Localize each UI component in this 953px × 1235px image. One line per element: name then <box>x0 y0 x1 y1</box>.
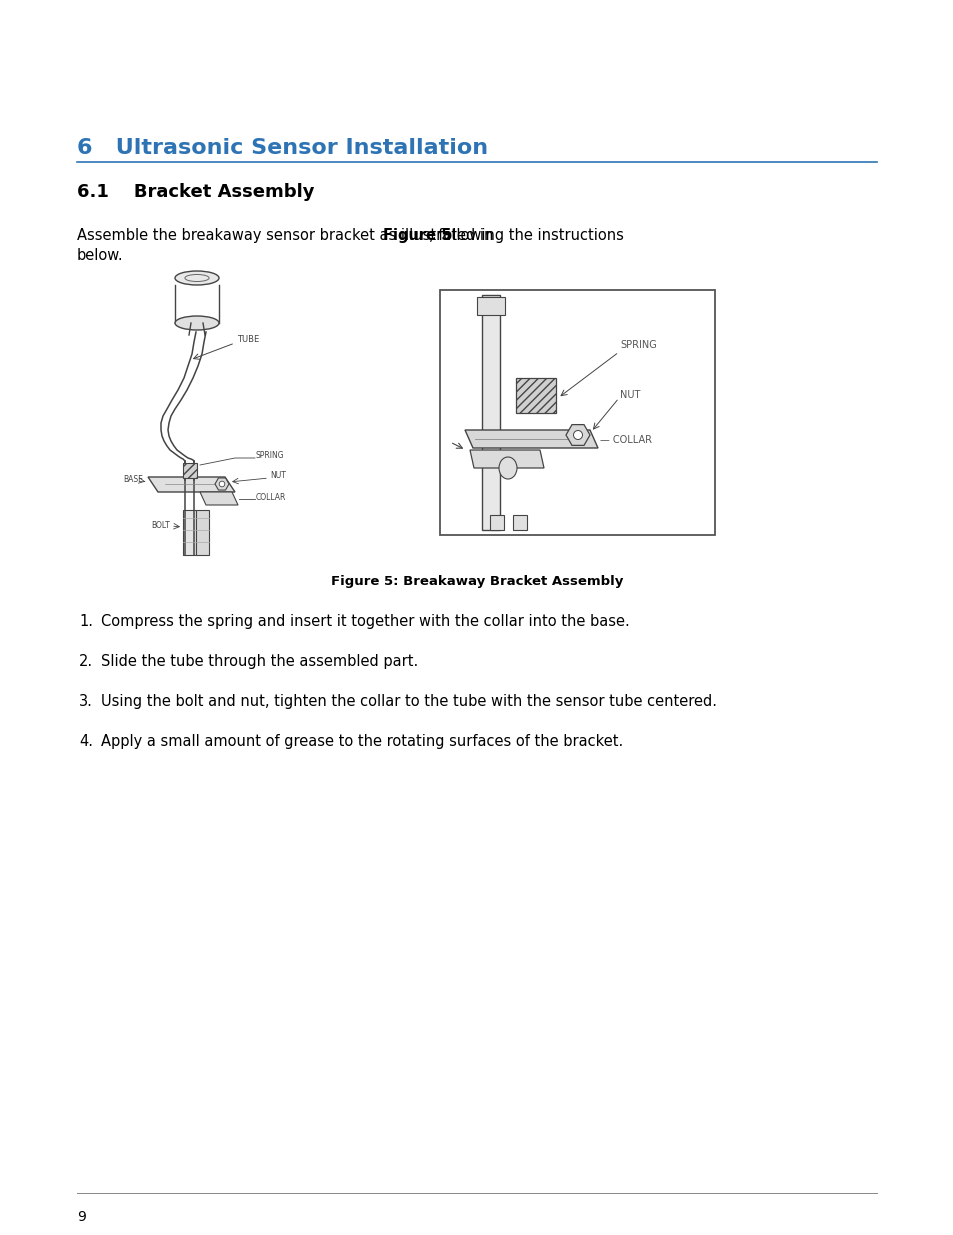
Bar <box>481 295 499 530</box>
Text: below.: below. <box>77 248 124 263</box>
Bar <box>476 296 504 315</box>
Text: NUT: NUT <box>619 390 639 400</box>
Text: Apply a small amount of grease to the rotating surfaces of the bracket.: Apply a small amount of grease to the ro… <box>101 734 622 748</box>
Text: 3.: 3. <box>79 694 92 709</box>
Ellipse shape <box>498 457 517 479</box>
Text: — COLLAR: — COLLAR <box>599 435 651 445</box>
Text: Using the bolt and nut, tighten the collar to the tube with the sensor tube cent: Using the bolt and nut, tighten the coll… <box>101 694 717 709</box>
Text: 4.: 4. <box>79 734 92 748</box>
Circle shape <box>219 482 225 487</box>
Bar <box>516 378 556 412</box>
Polygon shape <box>183 510 195 555</box>
Polygon shape <box>470 450 543 468</box>
Text: SPRING: SPRING <box>619 340 656 350</box>
Text: BASE: BASE <box>123 475 143 484</box>
Bar <box>439 290 714 535</box>
Text: Figure 5: Breakaway Bracket Assembly: Figure 5: Breakaway Bracket Assembly <box>331 576 622 588</box>
Text: 1.: 1. <box>79 614 92 629</box>
Circle shape <box>573 431 582 440</box>
Text: Compress the spring and insert it together with the collar into the base.: Compress the spring and insert it togeth… <box>101 614 629 629</box>
Text: TUBE: TUBE <box>236 336 259 345</box>
Polygon shape <box>195 510 209 555</box>
Polygon shape <box>200 492 237 505</box>
Text: NUT: NUT <box>270 472 286 480</box>
Bar <box>183 463 196 478</box>
Text: SPRING: SPRING <box>255 452 284 461</box>
Text: Slide the tube through the assembled part.: Slide the tube through the assembled par… <box>101 655 417 669</box>
Text: BOLT: BOLT <box>152 520 170 530</box>
Polygon shape <box>464 430 598 448</box>
Text: 6.1    Bracket Assembly: 6.1 Bracket Assembly <box>77 183 314 201</box>
Bar <box>513 515 526 530</box>
Text: COLLAR: COLLAR <box>255 493 286 501</box>
Text: 6   Ultrasonic Sensor Installation: 6 Ultrasonic Sensor Installation <box>77 138 488 158</box>
Text: Assemble the breakaway sensor bracket as illustrated in: Assemble the breakaway sensor bracket as… <box>77 228 497 243</box>
Ellipse shape <box>174 316 219 330</box>
Text: 9: 9 <box>77 1210 86 1224</box>
Polygon shape <box>148 477 234 492</box>
Text: Figure 5: Figure 5 <box>382 228 451 243</box>
Text: 2.: 2. <box>79 655 93 669</box>
Bar <box>490 515 503 530</box>
Text: , following the instructions: , following the instructions <box>428 228 623 243</box>
Ellipse shape <box>174 270 219 285</box>
